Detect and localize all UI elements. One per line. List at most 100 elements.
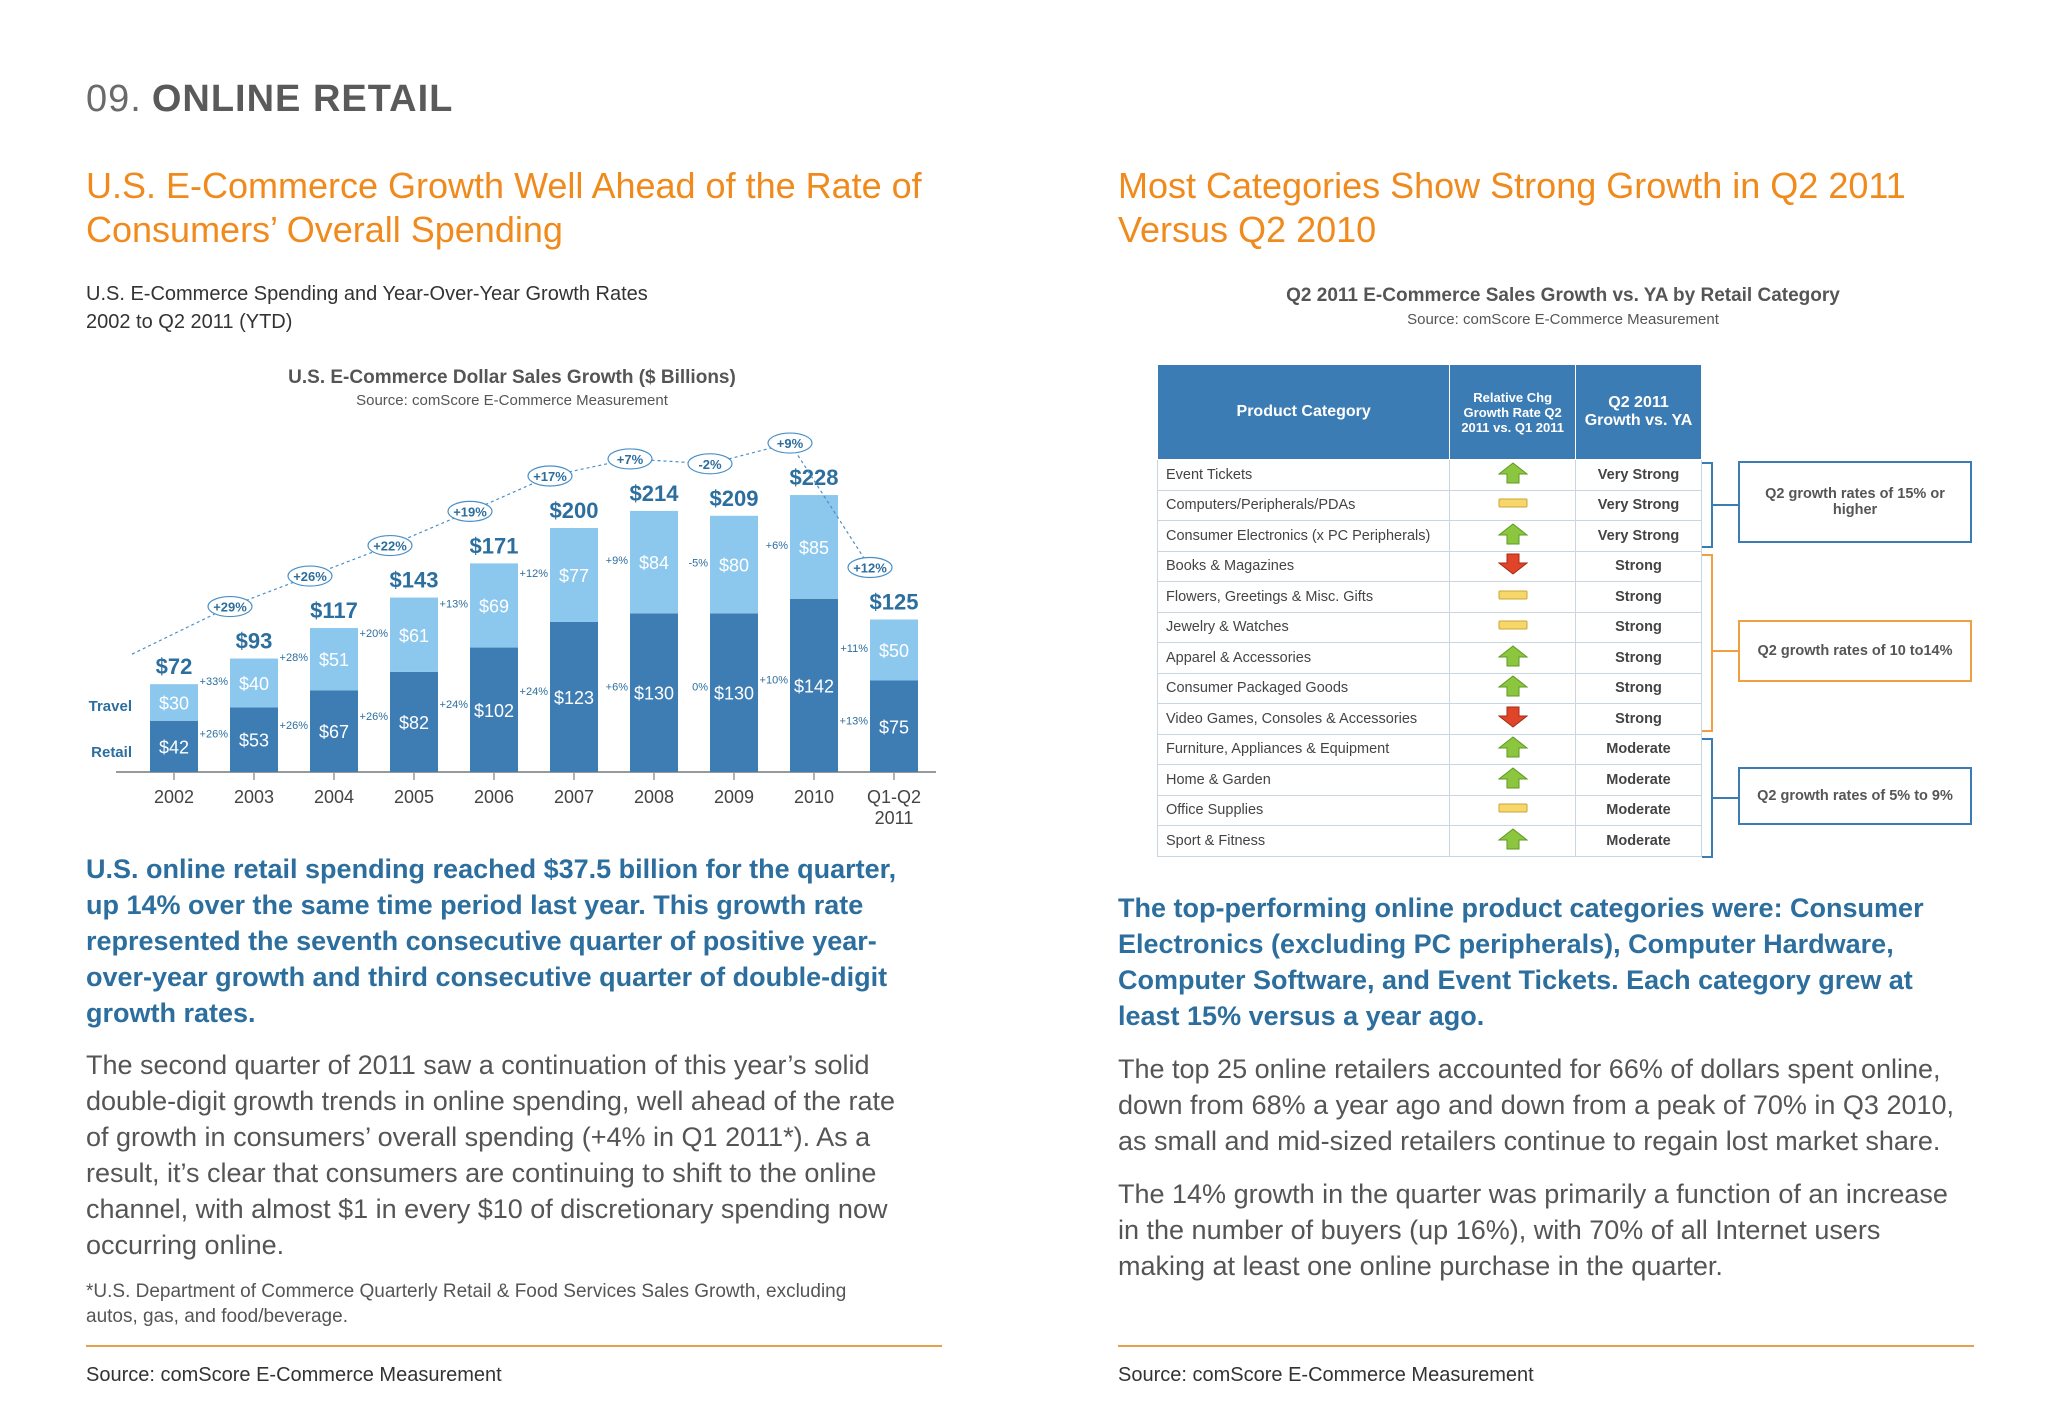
header-product-category: Product Category <box>1156 364 1451 460</box>
growth-bubble <box>527 465 573 487</box>
series-label-retail: Retail <box>91 744 132 761</box>
right-source: Source: comScore E-Commerce Measurement <box>1118 1364 1534 1386</box>
table-header-row: Product Category Relative Chg Growth Rat… <box>1156 364 1702 460</box>
left-footnote: *U.S. Department of Commerce Quarterly R… <box>86 1279 986 1329</box>
growth-cell: Strong <box>1575 581 1702 613</box>
travel-growth-label: +33% <box>200 676 229 688</box>
total-value-label: $171 <box>470 533 519 558</box>
growth-bubble <box>207 595 253 618</box>
travel-bar <box>790 495 838 599</box>
left-heading: U.S. E-Commerce Growth Well Ahead of the… <box>86 164 922 252</box>
travel-value-label: $77 <box>559 566 589 586</box>
table-row: Event Tickets Very Strong <box>1156 459 1702 491</box>
lead-line: up 14% over the same time period last ye… <box>86 890 864 920</box>
total-value-label: $143 <box>390 568 439 593</box>
change-cell <box>1449 581 1576 613</box>
bracket-very-strong <box>1702 462 1738 548</box>
retail-value-label: $53 <box>239 731 269 751</box>
right-divider <box>1118 1345 1974 1347</box>
body-line: channel, with almost $1 in every $10 of … <box>86 1194 888 1224</box>
body-line: The second quarter of 2011 saw a continu… <box>86 1050 870 1080</box>
bar-chart-title: U.S. E-Commerce Dollar Sales Growth ($ B… <box>288 367 736 388</box>
retail-bar <box>150 720 198 772</box>
table-row: Books & Magazines Strong <box>1156 550 1702 582</box>
x-tick-label: 2007 <box>554 787 594 807</box>
bracket-strong <box>1702 554 1738 732</box>
body-line: The 14% growth in the quarter was primar… <box>1118 1179 1948 1209</box>
table-row: Office Supplies Moderate <box>1156 794 1702 826</box>
x-tick-label-line2: 2011 <box>875 808 914 828</box>
total-growth-label: -2% <box>698 457 722 472</box>
travel-bar <box>470 563 518 648</box>
body-line: double-digit growth trends in online spe… <box>86 1086 896 1116</box>
left-heading-line: Consumers’ Overall Spending <box>86 209 563 250</box>
total-value-label: $228 <box>790 465 839 490</box>
lead-line: Electronics (excluding PC peripherals), … <box>1118 929 1894 959</box>
growth-bubble <box>287 565 333 587</box>
growth-cell: Moderate <box>1575 794 1702 826</box>
travel-bar <box>310 628 358 691</box>
travel-growth-label: +11% <box>840 643 868 655</box>
right-heading-line: Versus Q2 2010 <box>1118 209 1377 250</box>
travel-bar <box>550 528 598 622</box>
retail-growth-label: +13% <box>840 715 869 727</box>
body-line: down from 68% a year ago and down from a… <box>1118 1090 1955 1120</box>
category-cell: Flowers, Greetings & Misc. Gifts <box>1156 581 1451 613</box>
category-cell: Video Games, Consoles & Accessories <box>1156 703 1451 735</box>
total-value-label: $214 <box>630 481 680 506</box>
total-value-label: $209 <box>710 486 759 511</box>
total-growth-label: +17% <box>533 469 567 484</box>
travel-growth-label: +6% <box>766 540 789 552</box>
total-growth-label: +22% <box>373 539 407 554</box>
change-cell <box>1449 550 1576 582</box>
header-relative-change: Relative Chg Growth Rate Q2 2011 vs. Q1 … <box>1449 364 1576 460</box>
ecommerce-bar-chart: Travel Retail $42 $30 $72 2002 $53 $40 $93 +26% +3… <box>89 432 936 828</box>
right-heading-line: Most Categories Show Strong Growth in Q2… <box>1118 165 1906 206</box>
flat-bar-icon <box>1498 498 1528 508</box>
flat-bar-icon <box>1498 620 1528 630</box>
table-row: Sport & Fitness Moderate <box>1156 825 1702 857</box>
growth-bubble <box>767 432 813 454</box>
left-divider <box>86 1345 942 1347</box>
total-value-label: $93 <box>236 629 273 654</box>
travel-value-label: $51 <box>319 650 349 670</box>
x-tick-label: 2009 <box>714 787 754 807</box>
change-cell <box>1449 642 1576 674</box>
retail-growth-label: +26% <box>280 720 309 732</box>
x-tick-label: 2005 <box>394 787 434 807</box>
total-value-label: $125 <box>870 590 919 615</box>
lead-line: least 15% versus a year ago. <box>1118 1001 1485 1031</box>
x-tick-label: 2006 <box>474 787 514 807</box>
growth-bubble <box>847 556 893 579</box>
table-row: Furniture, Appliances & Equipment Moderat… <box>1156 733 1702 765</box>
growth-cell: Moderate <box>1575 825 1702 857</box>
retail-value-label: $75 <box>879 717 909 737</box>
travel-growth-label: -5% <box>688 558 708 570</box>
category-cell: Computers/Peripherals/PDAs <box>1156 489 1451 521</box>
x-tick-label: Q1-Q2 <box>867 787 921 807</box>
retail-growth-label: +6% <box>606 682 629 694</box>
category-cell: Sport & Fitness <box>1156 825 1451 857</box>
x-tick-label: 2003 <box>234 787 274 807</box>
retail-value-label: $130 <box>714 684 754 704</box>
retail-growth-label: +24% <box>520 686 549 698</box>
retail-value-label: $123 <box>554 688 594 708</box>
footnote-line: *U.S. Department of Commerce Quarterly R… <box>86 1281 847 1302</box>
down-arrow-icon <box>1497 553 1529 575</box>
retail-bar <box>310 690 358 772</box>
retail-growth-label: +26% <box>200 729 229 741</box>
lead-line: growth rates. <box>86 998 256 1028</box>
flat-bar-icon <box>1498 803 1528 813</box>
table-row: Apparel & Accessories Strong <box>1156 642 1702 674</box>
travel-value-label: $69 <box>479 596 509 616</box>
growth-bubble <box>607 448 653 470</box>
travel-bar <box>870 619 918 681</box>
up-arrow-icon <box>1497 767 1529 789</box>
total-growth-label: +19% <box>453 504 487 519</box>
x-tick-label: 2002 <box>154 787 194 807</box>
retail-value-label: $102 <box>474 701 514 721</box>
body-line: in the number of buyers (up 16%), with 7… <box>1118 1215 1881 1245</box>
growth-bubble <box>367 534 413 557</box>
section-title: ONLINE RETAIL <box>151 78 454 120</box>
down-arrow-icon <box>1497 706 1529 728</box>
